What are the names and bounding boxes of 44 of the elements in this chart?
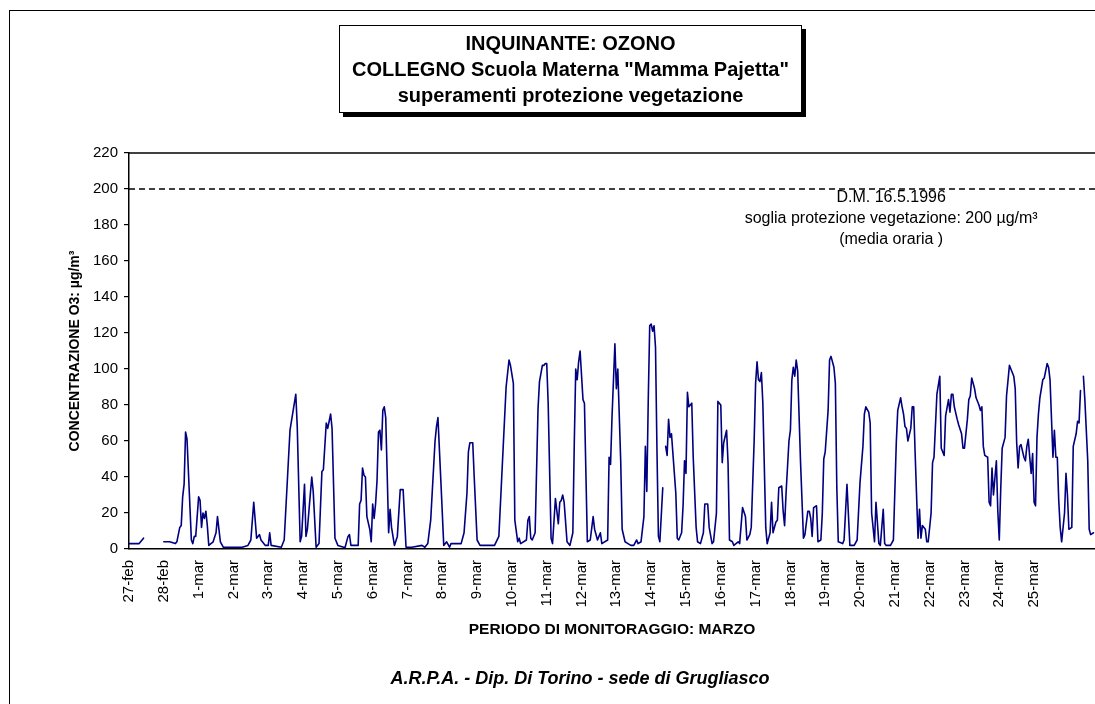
x-tick-label: 11-mar: [536, 560, 554, 607]
x-axis-title: PERIODO DI MONITORAGGIO: MARZO: [468, 620, 756, 638]
y-tick-label: 200: [92, 179, 118, 197]
x-tick-label: 27-feb: [119, 560, 137, 603]
y-tick-label: 100: [92, 359, 118, 377]
x-tick-label: 4-mar: [293, 560, 311, 600]
x-tick-label: 16-mar: [710, 560, 728, 608]
x-tick-label: 6-mar: [362, 560, 380, 600]
x-tick-label: 13-mar: [606, 560, 624, 608]
y-tick-label: 60: [101, 431, 118, 449]
y-tick-label: 120: [92, 323, 118, 341]
x-tick-label: 8-mar: [432, 560, 450, 600]
y-tick-label: 180: [92, 215, 118, 233]
y-tick-label: 0: [109, 539, 118, 557]
y-tick-label: 160: [92, 251, 118, 269]
x-tick-label: 25-mar: [1024, 560, 1042, 608]
x-tick-label: 3-mar: [258, 560, 276, 600]
y-tick-label: 140: [92, 287, 118, 305]
x-tick-label: 23-mar: [954, 560, 972, 608]
x-tick-label: 2-mar: [223, 560, 241, 600]
text: A.R.P.A. - Dip. Di Torino - sede di Grugliasco: [390, 668, 770, 689]
x-tick-label: 17-mar: [745, 560, 763, 608]
x-tick-label: 28-feb: [153, 560, 171, 603]
y-tick-label: 80: [101, 395, 118, 413]
x-tick-label: 14-mar: [641, 560, 659, 608]
y-tick-label: 20: [101, 503, 118, 521]
x-tick-label: 15-mar: [676, 560, 694, 608]
x-tick-label: 10-mar: [502, 560, 520, 608]
x-tick-label: 20-mar: [850, 560, 868, 608]
y-axis-title: CONCENTRAZIONE O3: µg/m³: [66, 250, 82, 452]
x-tick-label: 22-mar: [919, 560, 937, 608]
x-tick-label: 9-mar: [467, 560, 485, 600]
x-tick-label: 1-mar: [188, 560, 206, 600]
x-tick-label: 24-mar: [989, 560, 1007, 608]
ref-line-label: D.M. 16.5.1996 soglia protezione vegetazione: 200 µg/m³ (media oraria ): [744, 187, 1038, 249]
x-tick-label: 7-mar: [397, 560, 415, 600]
y-tick-label: 220: [92, 143, 118, 161]
x-tick-label: 5-mar: [328, 560, 346, 600]
chart-title: INQUINANTE: OZONO COLLEGNO Scuola Materna "Mamma Pajetta" superamenti protezione vegetazione: [351, 31, 790, 108]
x-tick-label: 12-mar: [571, 560, 589, 608]
y-tick-label: 40: [101, 467, 118, 485]
x-tick-label: 18-mar: [780, 560, 798, 608]
x-tick-label: 19-mar: [815, 560, 833, 608]
x-tick-label: 21-mar: [884, 560, 902, 608]
